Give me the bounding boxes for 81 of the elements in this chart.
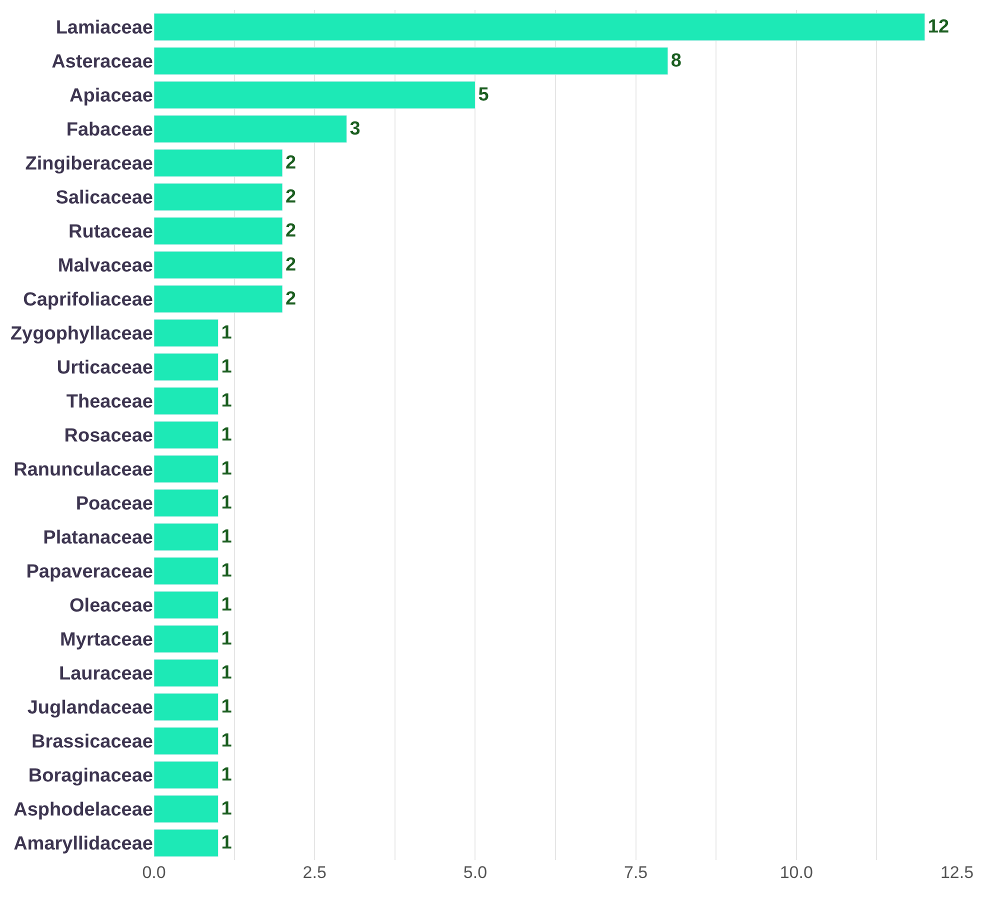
bar: [154, 693, 218, 721]
y-tick-label: Theaceae: [66, 392, 153, 413]
y-tick-label: Caprifoliaceae: [23, 290, 153, 311]
data-label: 1: [221, 662, 232, 684]
y-tick-label: Malvaceae: [58, 256, 153, 277]
bar: [154, 353, 218, 381]
data-label: 1: [221, 798, 232, 820]
data-label: 2: [285, 186, 296, 208]
bar: [154, 625, 218, 653]
x-tick-label: 0.0: [142, 863, 166, 882]
y-tick-label: Papaveraceae: [26, 562, 153, 583]
bar: [154, 387, 218, 415]
y-tick-label: Zingiberaceae: [25, 154, 153, 175]
bar: [154, 489, 218, 517]
bar: [154, 761, 218, 789]
data-label: 1: [221, 390, 232, 412]
data-label: 2: [285, 152, 296, 174]
y-tick-label: Asteraceae: [52, 52, 153, 73]
y-tick-label: Rutaceae: [68, 222, 153, 243]
bar: [154, 591, 218, 619]
data-label: 8: [670, 50, 682, 72]
y-tick-label: Lamiaceae: [56, 18, 153, 39]
data-label: 1: [221, 730, 232, 752]
x-tick-label: 5.0: [463, 863, 488, 882]
bar: [154, 829, 218, 857]
data-label: 1: [221, 832, 232, 854]
bar: [154, 319, 218, 347]
data-label: 2: [285, 254, 296, 276]
data-label: 1: [221, 322, 232, 344]
bar: [154, 285, 283, 313]
bar: [154, 115, 347, 143]
bar: [154, 217, 283, 245]
data-label: 1: [221, 594, 232, 616]
y-tick-label: Rosaceae: [64, 426, 153, 447]
y-tick-label: Salicaceae: [56, 188, 153, 209]
y-tick-label: Platanaceae: [43, 528, 153, 549]
bar: [154, 795, 218, 823]
bar: [154, 13, 926, 41]
y-tick-label: Poaceae: [76, 494, 153, 515]
x-tick-label: 2.5: [302, 863, 326, 882]
data-label: 1: [221, 458, 232, 480]
bar: [154, 421, 218, 449]
y-tick-label: Boraginaceae: [28, 766, 153, 787]
data-label: 1: [221, 492, 232, 514]
data-label: 1: [221, 356, 232, 378]
y-tick-label: Amaryllidaceae: [14, 834, 153, 855]
data-label: 12: [928, 16, 950, 38]
bar: [154, 557, 218, 585]
y-tick-label: Oleaceae: [70, 596, 153, 617]
bar: [154, 727, 218, 755]
data-label: 2: [285, 288, 296, 310]
x-tick-label: 12.5: [940, 863, 974, 882]
bar: [154, 455, 218, 483]
x-tick-label: 7.5: [624, 863, 648, 882]
y-tick-label: Juglandaceae: [27, 698, 153, 719]
data-label: 1: [221, 764, 232, 786]
y-tick-label: Lauraceae: [58, 664, 153, 685]
data-label: 1: [221, 526, 232, 548]
y-tick-label: Zygophyllaceae: [10, 324, 153, 345]
data-label: 5: [478, 84, 490, 106]
x-tick-label: 10.0: [780, 863, 813, 882]
y-tick-label: Fabaceae: [66, 120, 153, 141]
y-tick-label: Apiaceae: [70, 86, 153, 107]
bar: [154, 81, 476, 109]
y-tick-label: Asphodelaceae: [14, 800, 153, 821]
data-label: 3: [350, 118, 360, 140]
data-label: 1: [221, 560, 232, 582]
bar: [154, 523, 218, 551]
data-label: 1: [221, 628, 232, 650]
y-tick-label: Myrtaceae: [60, 630, 153, 651]
data-label: 1: [221, 424, 232, 446]
y-tick-label: Urticaceae: [56, 358, 153, 379]
bar: [154, 659, 218, 687]
y-tick-label: Brassicaceae: [32, 732, 153, 753]
data-label: 1: [221, 696, 232, 718]
bar: [154, 47, 668, 75]
bar: [154, 251, 283, 279]
data-label: 2: [285, 220, 296, 242]
bar: [154, 183, 283, 211]
y-tick-label: Ranunculaceae: [14, 460, 153, 481]
bar: [154, 149, 283, 177]
